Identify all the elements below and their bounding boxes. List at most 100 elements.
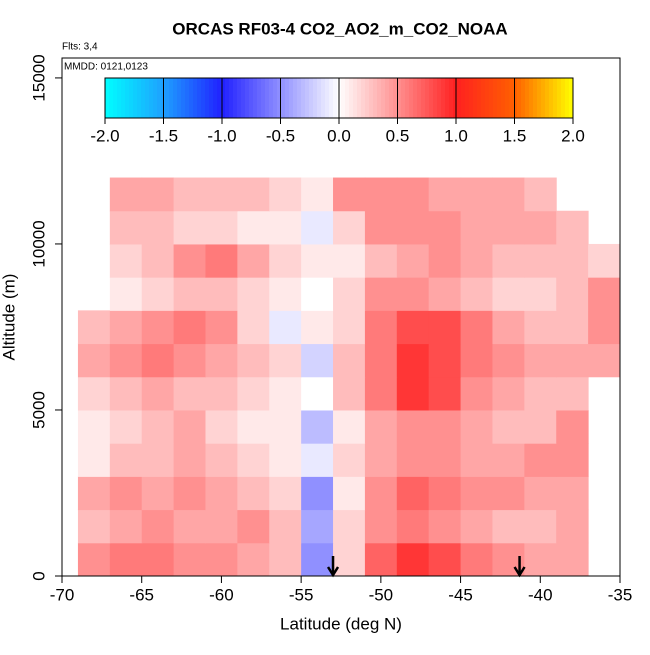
colorbar-swatch [181, 78, 186, 118]
heat-cell [173, 243, 206, 278]
heat-cell [237, 243, 270, 278]
colorbar-swatch [357, 78, 362, 118]
colorbar-swatch [561, 78, 566, 118]
heat-cell [460, 243, 493, 278]
colorbar-swatch [481, 78, 486, 118]
colorbar-swatch [325, 78, 330, 118]
heat-cell [237, 343, 270, 378]
heat-cell [77, 542, 111, 577]
heat-cell [205, 310, 238, 345]
heat-cell [428, 310, 462, 345]
colorbar-swatch [113, 78, 118, 118]
heat-cell [173, 343, 206, 378]
heat-cell [396, 310, 430, 345]
heat-cell [109, 343, 143, 378]
heat-cell [109, 476, 143, 511]
heat-cell [364, 509, 398, 544]
colorbar-swatch [153, 78, 158, 118]
heat-cell [109, 443, 143, 477]
heat-cell [460, 277, 493, 311]
heat-cell [301, 210, 334, 245]
colorbar-swatch [541, 78, 546, 118]
colorbar-swatch [109, 78, 114, 118]
heat-cell [428, 476, 462, 511]
colorbar-swatch [253, 78, 258, 118]
colorbar-tick-label: -2.0 [90, 126, 119, 145]
colorbar-swatch [517, 78, 522, 118]
colorbar-swatch [169, 78, 174, 118]
colorbar-swatch [365, 78, 370, 118]
heat-cell [205, 376, 238, 411]
heat-cell [237, 376, 270, 411]
colorbar-swatch [105, 78, 110, 118]
colorbar-swatch [125, 78, 130, 118]
colorbar-swatch [369, 78, 374, 118]
heat-cell [492, 443, 525, 477]
heat-cell [269, 310, 302, 345]
heat-cell [109, 243, 143, 278]
heat-cell [301, 476, 334, 511]
heat-cell [428, 409, 462, 444]
colorbar-swatch [489, 78, 494, 118]
colorbar-tick-label: -1.0 [207, 126, 236, 145]
colorbar-swatch [509, 78, 514, 118]
heat-cell [333, 210, 366, 245]
colorbar-swatch [205, 78, 210, 118]
heat-cell [396, 542, 430, 577]
heat-cell [588, 310, 621, 345]
x-tick-label: -45 [448, 585, 473, 604]
heat-cell [428, 243, 462, 278]
heat-cell [492, 376, 525, 411]
colorbar-swatch [165, 78, 170, 118]
heat-cell [460, 542, 493, 577]
heat-cell [269, 443, 302, 477]
heat-cell [460, 509, 493, 544]
heat-cell [301, 177, 334, 212]
colorbar-swatch [477, 78, 482, 118]
heat-cell [460, 177, 493, 212]
heat-cell [556, 310, 589, 345]
heat-cell [333, 243, 366, 278]
heat-cell [269, 277, 302, 311]
heat-cell [77, 343, 111, 378]
x-tick-label: -35 [608, 585, 633, 604]
heat-cell [364, 310, 398, 345]
heat-cell [141, 277, 175, 311]
heat-cell [364, 343, 398, 378]
heat-cell [77, 310, 111, 345]
heat-cell [269, 210, 302, 245]
heat-cell [524, 343, 557, 378]
x-tick-label: -65 [129, 585, 154, 604]
colorbar-swatch [457, 78, 462, 118]
heat-cell [460, 343, 493, 378]
heat-cell [524, 376, 557, 411]
colorbar-swatch [413, 78, 418, 118]
heat-cell [492, 509, 525, 544]
heat-cell [524, 243, 557, 278]
heat-cell [205, 343, 238, 378]
colorbar-swatch [401, 78, 406, 118]
heat-cell [333, 277, 366, 311]
colorbar-swatch [485, 78, 490, 118]
heat-cell [556, 443, 589, 477]
colorbar-swatch [361, 78, 366, 118]
heat-cell [556, 476, 589, 511]
heat-cell [396, 277, 430, 311]
x-axis-label: Latitude (deg N) [280, 614, 402, 633]
colorbar-swatch [229, 78, 234, 118]
heat-cell [460, 310, 493, 345]
heat-cell [524, 409, 557, 444]
colorbar-tick-label: 2.0 [561, 126, 585, 145]
colorbar-swatch [565, 78, 570, 118]
colorbar-swatch [297, 78, 302, 118]
colorbar-swatch [293, 78, 298, 118]
heat-cell [556, 210, 589, 245]
y-tick-label: 0 [29, 571, 48, 580]
heat-cell [205, 542, 238, 577]
colorbar-swatch [461, 78, 466, 118]
heat-cell [524, 177, 557, 212]
colorbar-swatch [409, 78, 414, 118]
heat-cell [141, 509, 175, 544]
heat-cell [141, 376, 175, 411]
heat-cell [460, 476, 493, 511]
